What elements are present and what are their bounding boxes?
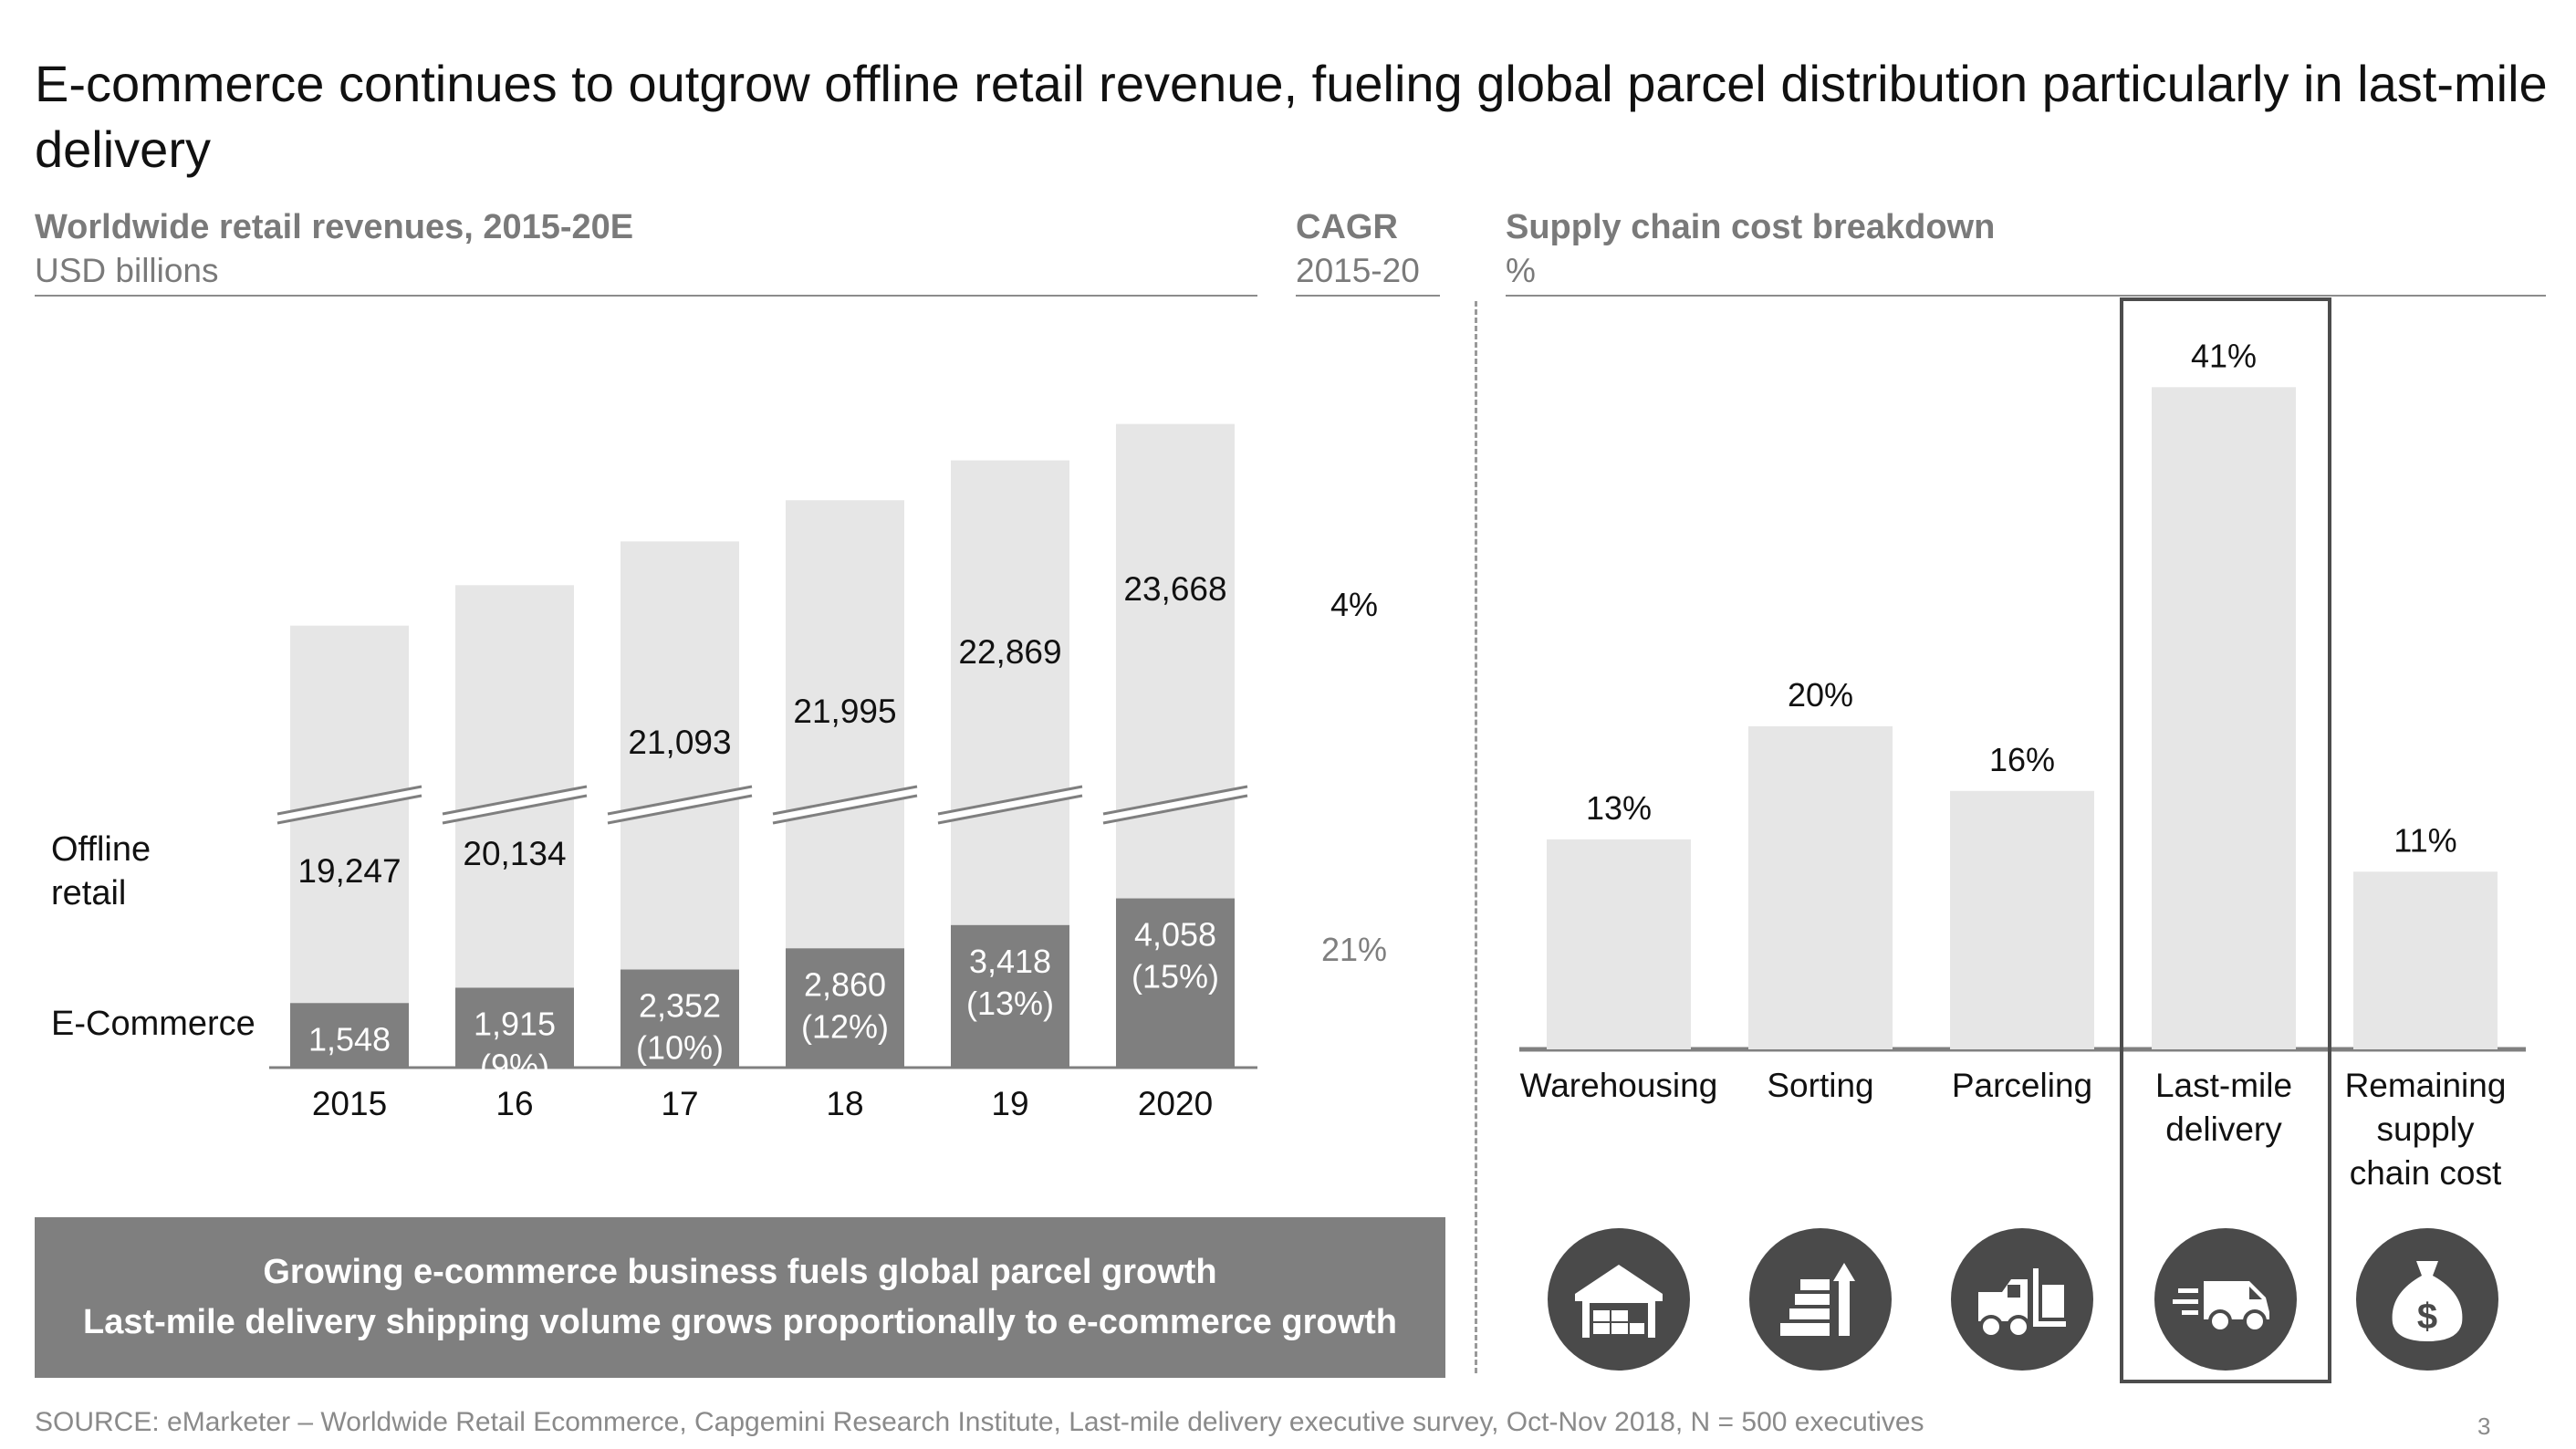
x-tick-label: 2020 [1138, 1085, 1213, 1122]
ecommerce-value-label: 2,352 (10%) [636, 987, 724, 1067]
axis-break-line [1102, 785, 1248, 816]
axis-break-line [772, 785, 918, 816]
ecommerce-bar [951, 924, 1069, 1068]
page-number: 3 [2477, 1413, 2491, 1440]
delivery-van-icon [2154, 1228, 2297, 1371]
ecommerce-series-label: E-Commerce [51, 1005, 256, 1043]
cagr-heading: CAGR [1296, 208, 1398, 246]
cost-value-label: 13% [1586, 789, 1652, 827]
axis-break-gap [608, 787, 752, 823]
x-category-label: Remaining supply chain cost [2345, 1067, 2507, 1192]
cagr-offline-value: 4% [1330, 586, 1379, 623]
x-category-label: Last-mile delivery [2155, 1067, 2292, 1148]
axis-break-line [276, 785, 422, 816]
left-chart-unit: USD billions [35, 252, 219, 289]
ecommerce-value-label: 4,058 (15%) [1132, 916, 1219, 996]
axis-break-gap [938, 787, 1082, 823]
right-header-rule [1506, 295, 2546, 297]
ecommerce-value-label: 2,860 (12%) [801, 965, 889, 1045]
cost-value-label: 41% [2191, 337, 2257, 374]
axis-break-line [442, 785, 588, 816]
axis-break-line [937, 785, 1083, 816]
offline-value-label: 21,995 [793, 693, 896, 730]
axis-break-line [442, 794, 588, 825]
last-mile-highlight-box [2120, 297, 2331, 1383]
x-tick-label: 18 [826, 1085, 863, 1122]
axis-break-gap [1103, 787, 1247, 823]
x-category-label: Warehousing [1520, 1067, 1718, 1104]
axis-break-gap [773, 787, 917, 823]
offline-series-label: Offline retail [51, 830, 151, 912]
supply-chain-cost-chart: 13% Warehousing 20% Sorting 16% Parceling 41% L… [1519, 337, 2526, 1192]
ecommerce-bar [1116, 898, 1235, 1068]
offline-value-label: 19,247 [297, 852, 401, 890]
axis-break-line [1102, 794, 1248, 825]
offline-bar [1116, 423, 1235, 899]
cost-value-label: 11% [2393, 821, 2456, 859]
offline-value-label: 21,093 [628, 724, 731, 761]
x-tick-label: 16 [495, 1085, 533, 1122]
sorting-icon [1749, 1228, 1892, 1371]
cost-bar [2152, 387, 2296, 1049]
offline-bar [786, 500, 904, 949]
axis-break-gap [277, 787, 422, 823]
x-tick-label: 17 [661, 1085, 698, 1122]
ecommerce-bar [621, 969, 739, 1068]
axis-break-line [937, 794, 1083, 825]
source-note: SOURCE: eMarketer – Worldwide Retail Eco… [35, 1407, 1924, 1437]
x-category-label: Sorting [1767, 1067, 1873, 1104]
axis-break-line [276, 794, 422, 825]
retail-revenue-chart: 1,548 (7%) 19,247 2015 1,915 (9%) 20,134 16 2,35… [51, 423, 1257, 1122]
cost-bar [2353, 871, 2498, 1049]
forklift-icon [1951, 1228, 2093, 1371]
right-chart-heading: Supply chain cost breakdown [1506, 208, 1996, 246]
cost-bar [1950, 790, 2094, 1049]
offline-value-label: 20,134 [463, 835, 566, 872]
ecommerce-value-label: 1,548 (7%) [308, 1020, 391, 1100]
cagr-period: 2015-20 [1296, 252, 1420, 289]
cagr-header-rule [1296, 295, 1440, 297]
money-bag-icon: $ [2356, 1228, 2498, 1371]
offline-bar [455, 585, 574, 988]
panel-divider [1475, 301, 1477, 1373]
svg-text:$: $ [2417, 1297, 2437, 1337]
axis-break-gap [443, 787, 587, 823]
cagr-ecommerce-value: 21% [1321, 931, 1388, 968]
warehouse-icon [1548, 1228, 1690, 1371]
ecommerce-bar [786, 948, 904, 1068]
ecommerce-value-label: 3,418 (13%) [966, 943, 1054, 1022]
key-takeaway-banner: Growing e-commerce business fuels global… [35, 1217, 1445, 1378]
cost-bar [1547, 839, 1691, 1049]
cost-bar [1748, 726, 1893, 1049]
cost-value-label: 20% [1788, 676, 1853, 714]
x-tick-label: 2015 [312, 1085, 387, 1122]
x-tick-label: 19 [991, 1085, 1028, 1122]
x-category-label: Parceling [1952, 1067, 2092, 1104]
offline-bar [951, 460, 1069, 925]
ecommerce-value-label: 1,915 (9%) [474, 1005, 556, 1084]
ecommerce-bar [290, 1003, 409, 1068]
offline-value-label: 22,869 [958, 633, 1061, 671]
banner-line-2: Last-mile delivery shipping volume grows… [82, 1303, 1398, 1341]
axis-break-line [772, 794, 918, 825]
offline-bar [621, 541, 739, 970]
left-chart-heading: Worldwide retail revenues, 2015-20E [35, 208, 634, 246]
axis-break-line [607, 785, 753, 816]
left-header-rule [35, 295, 1257, 297]
page-title: E-commerce continues to outgrow offline … [35, 55, 2548, 178]
offline-value-label: 23,668 [1123, 570, 1226, 608]
cost-value-label: 16% [1989, 741, 2055, 778]
axis-break-line [607, 794, 753, 825]
right-chart-unit: % [1506, 252, 1536, 289]
banner-line-1: Growing e-commerce business fuels global… [263, 1253, 1217, 1291]
ecommerce-bar [455, 987, 574, 1068]
